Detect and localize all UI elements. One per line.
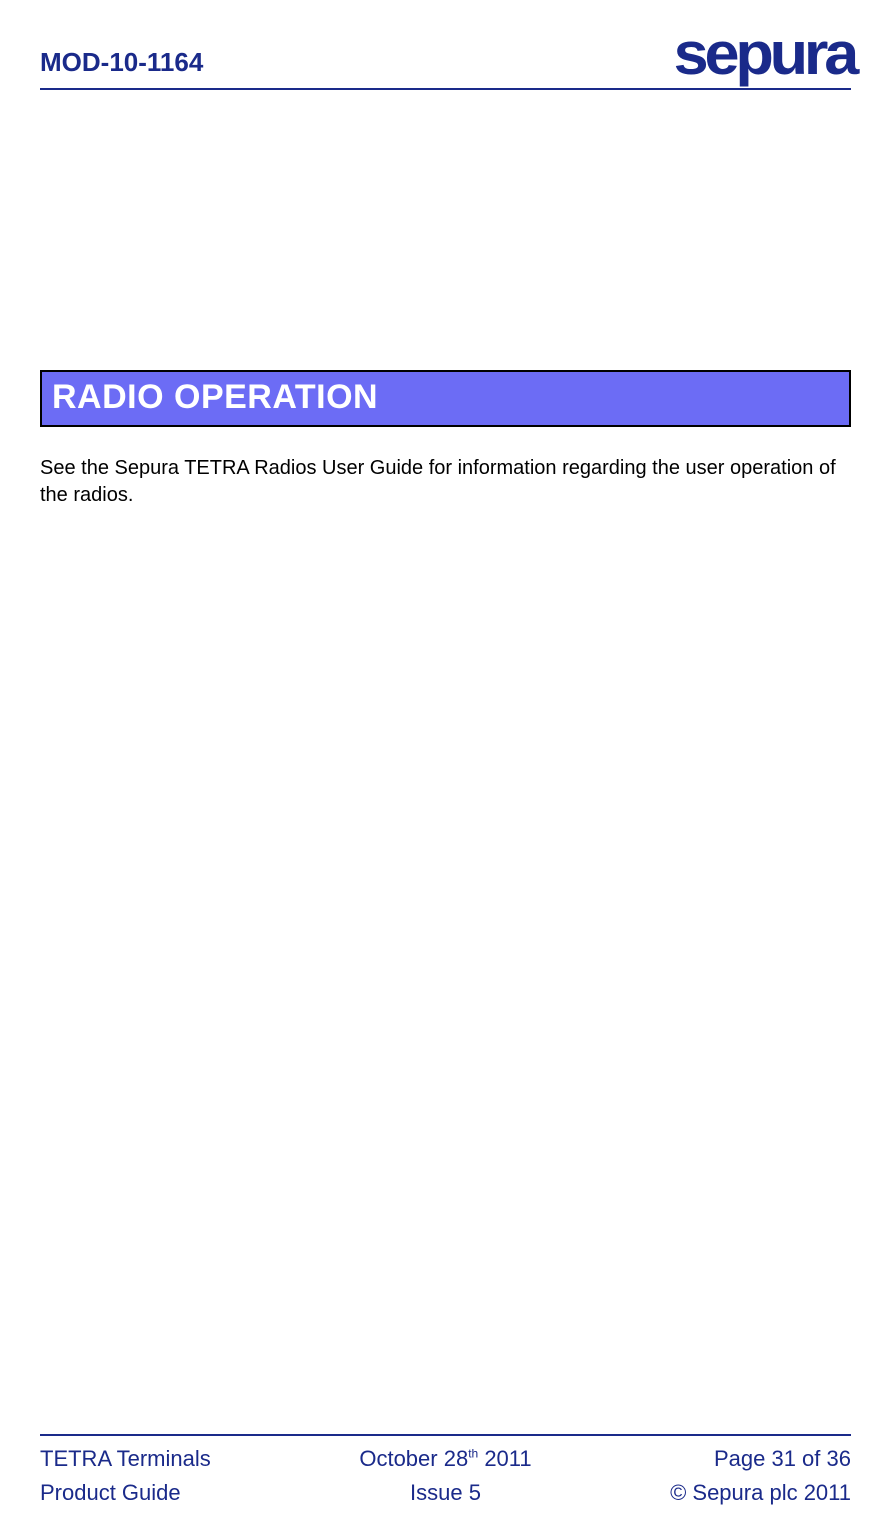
footer-date-sup: th [468,1447,478,1461]
document-page: MOD-10-1164 sepura RADIO OPERATION See t… [0,0,891,1540]
page-content: RADIO OPERATION See the Sepura TETRA Rad… [40,90,851,509]
footer-right-line1: Page 31 of 36 [581,1446,851,1472]
document-id: MOD-10-1164 [40,47,203,78]
footer-center-line2: Issue 5 [310,1480,580,1506]
section-heading: RADIO OPERATION [40,370,851,427]
footer-right-line2: © Sepura plc 2011 [581,1480,851,1506]
footer-left-line2: Product Guide [40,1480,310,1506]
footer-grid: TETRA Terminals October 28th 2011 Page 3… [40,1446,851,1506]
footer-divider [40,1434,851,1436]
footer-center-line1: October 28th 2011 [310,1446,580,1472]
page-footer: TETRA Terminals October 28th 2011 Page 3… [40,1434,851,1506]
footer-date-suffix: 2011 [478,1446,531,1471]
footer-date-prefix: October 28 [359,1446,468,1471]
footer-left-line1: TETRA Terminals [40,1446,310,1472]
sepura-logo: sepura [674,30,855,78]
section-body-text: See the Sepura TETRA Radios User Guide f… [40,455,851,509]
page-header: MOD-10-1164 sepura [40,30,851,84]
